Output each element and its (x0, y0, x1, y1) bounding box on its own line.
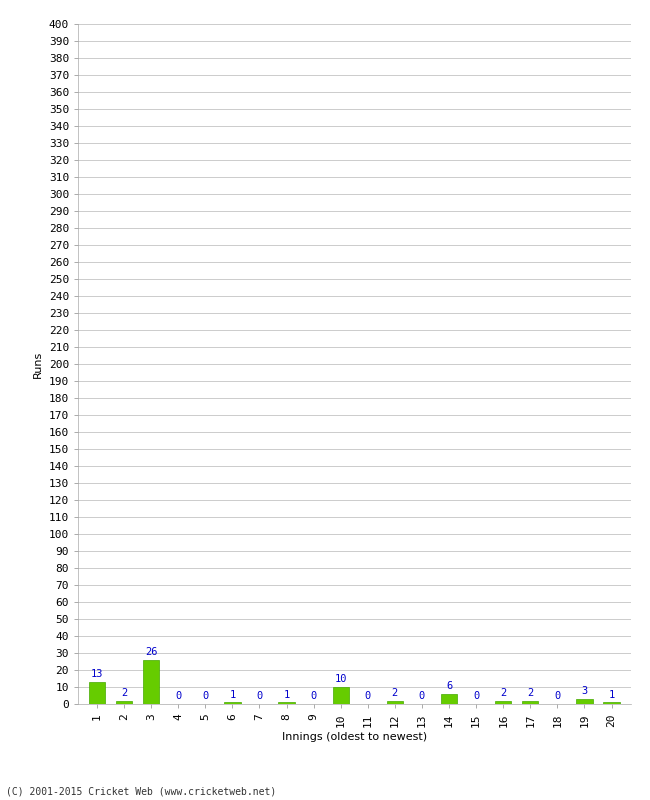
X-axis label: Innings (oldest to newest): Innings (oldest to newest) (281, 732, 427, 742)
Bar (522, 701, 538, 704)
Text: 3: 3 (581, 686, 588, 696)
Text: 6: 6 (446, 682, 452, 691)
Text: 0: 0 (473, 691, 479, 702)
Text: 2: 2 (392, 688, 398, 698)
Text: (C) 2001-2015 Cricket Web (www.cricketweb.net): (C) 2001-2015 Cricket Web (www.cricketwe… (6, 786, 277, 796)
Bar (441, 694, 457, 704)
Text: 1: 1 (608, 690, 615, 700)
Text: 0: 0 (554, 691, 560, 702)
Bar (116, 701, 132, 704)
Bar (89, 682, 105, 704)
Text: 2: 2 (121, 688, 127, 698)
Text: 13: 13 (91, 670, 103, 679)
Bar (495, 701, 512, 704)
Text: 0: 0 (202, 691, 209, 702)
Bar (143, 660, 159, 704)
Bar (333, 687, 349, 704)
Text: 1: 1 (229, 690, 235, 700)
Text: 1: 1 (283, 690, 290, 700)
Text: 26: 26 (145, 647, 157, 658)
Bar (577, 699, 593, 704)
Text: 0: 0 (256, 691, 263, 702)
Text: 0: 0 (419, 691, 425, 702)
Text: 0: 0 (365, 691, 371, 702)
Text: 0: 0 (175, 691, 181, 702)
Y-axis label: Runs: Runs (33, 350, 43, 378)
Text: 10: 10 (335, 674, 347, 685)
Bar (387, 701, 403, 704)
Text: 2: 2 (527, 688, 534, 698)
Text: 0: 0 (311, 691, 317, 702)
Text: 2: 2 (500, 688, 506, 698)
Bar (603, 702, 619, 704)
Bar (278, 702, 294, 704)
Bar (224, 702, 240, 704)
